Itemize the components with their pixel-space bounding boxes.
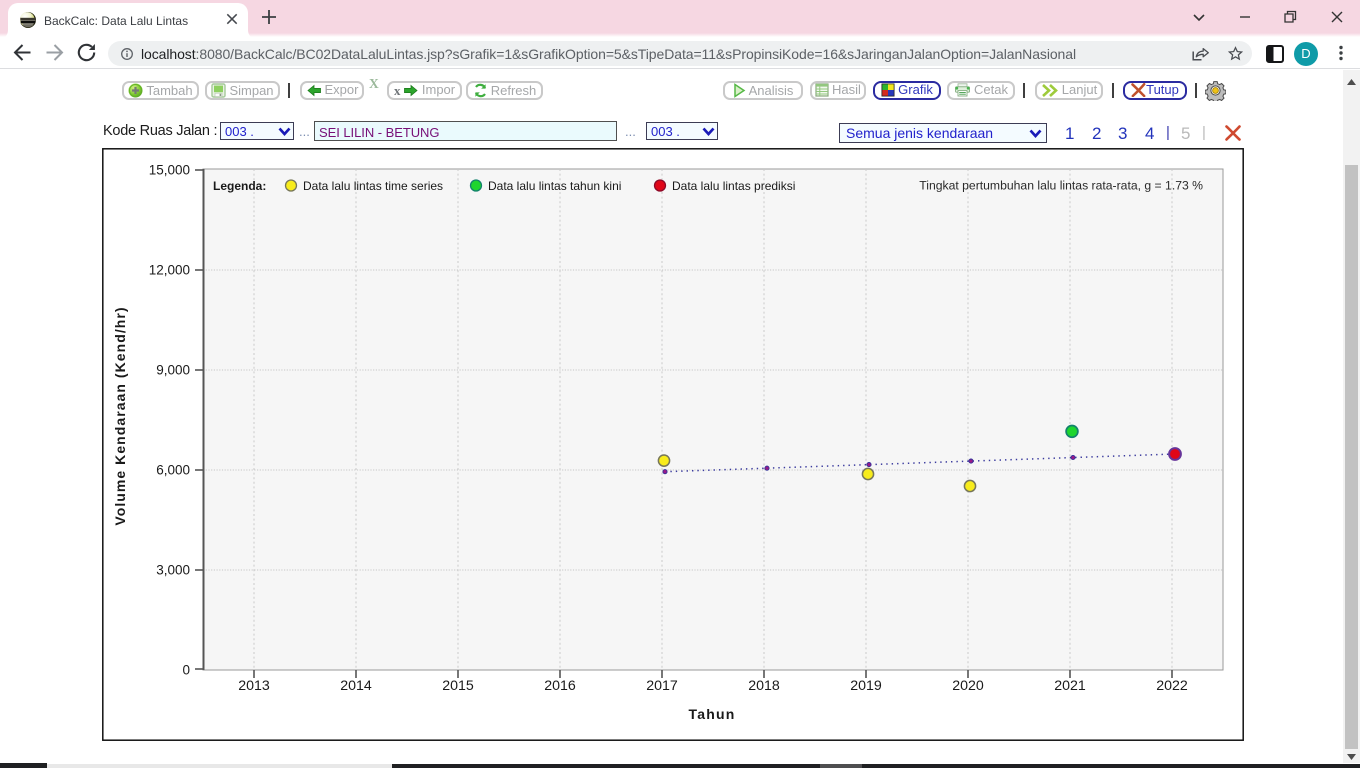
svg-text:2014: 2014 bbox=[340, 678, 372, 694]
svg-text:0: 0 bbox=[182, 663, 190, 678]
svg-text:Legenda:: Legenda: bbox=[213, 179, 266, 193]
svg-text:2020: 2020 bbox=[952, 678, 984, 694]
svg-text:2021: 2021 bbox=[1054, 678, 1086, 694]
svg-text:2017: 2017 bbox=[646, 678, 678, 694]
svg-text:x: x bbox=[394, 84, 401, 97]
svg-text:Data lalu lintas time series: Data lalu lintas time series bbox=[303, 179, 443, 193]
svg-text:2016: 2016 bbox=[544, 678, 576, 694]
svg-text:Volume Kendaraan (Kend/hr): Volume Kendaraan (Kend/hr) bbox=[112, 306, 128, 525]
svg-text:3,000: 3,000 bbox=[156, 563, 190, 578]
svg-text:2013: 2013 bbox=[238, 678, 270, 694]
svg-text:Data lalu lintas prediksi: Data lalu lintas prediksi bbox=[672, 179, 795, 193]
svg-text:2015: 2015 bbox=[442, 678, 474, 694]
svg-text:9,000: 9,000 bbox=[156, 363, 190, 378]
svg-text:Tingkat pertumbuhan lalu linta: Tingkat pertumbuhan lalu lintas rata-rat… bbox=[919, 179, 1203, 193]
svg-text:2018: 2018 bbox=[748, 678, 780, 694]
svg-text:2019: 2019 bbox=[850, 678, 882, 694]
svg-text:15,000: 15,000 bbox=[149, 163, 190, 178]
svg-text:Data lalu lintas tahun kini: Data lalu lintas tahun kini bbox=[488, 179, 621, 193]
svg-text:6,000: 6,000 bbox=[156, 463, 190, 478]
svg-text:2022: 2022 bbox=[1156, 678, 1188, 694]
svg-text:Tahun: Tahun bbox=[689, 706, 736, 722]
svg-text:12,000: 12,000 bbox=[149, 263, 190, 278]
